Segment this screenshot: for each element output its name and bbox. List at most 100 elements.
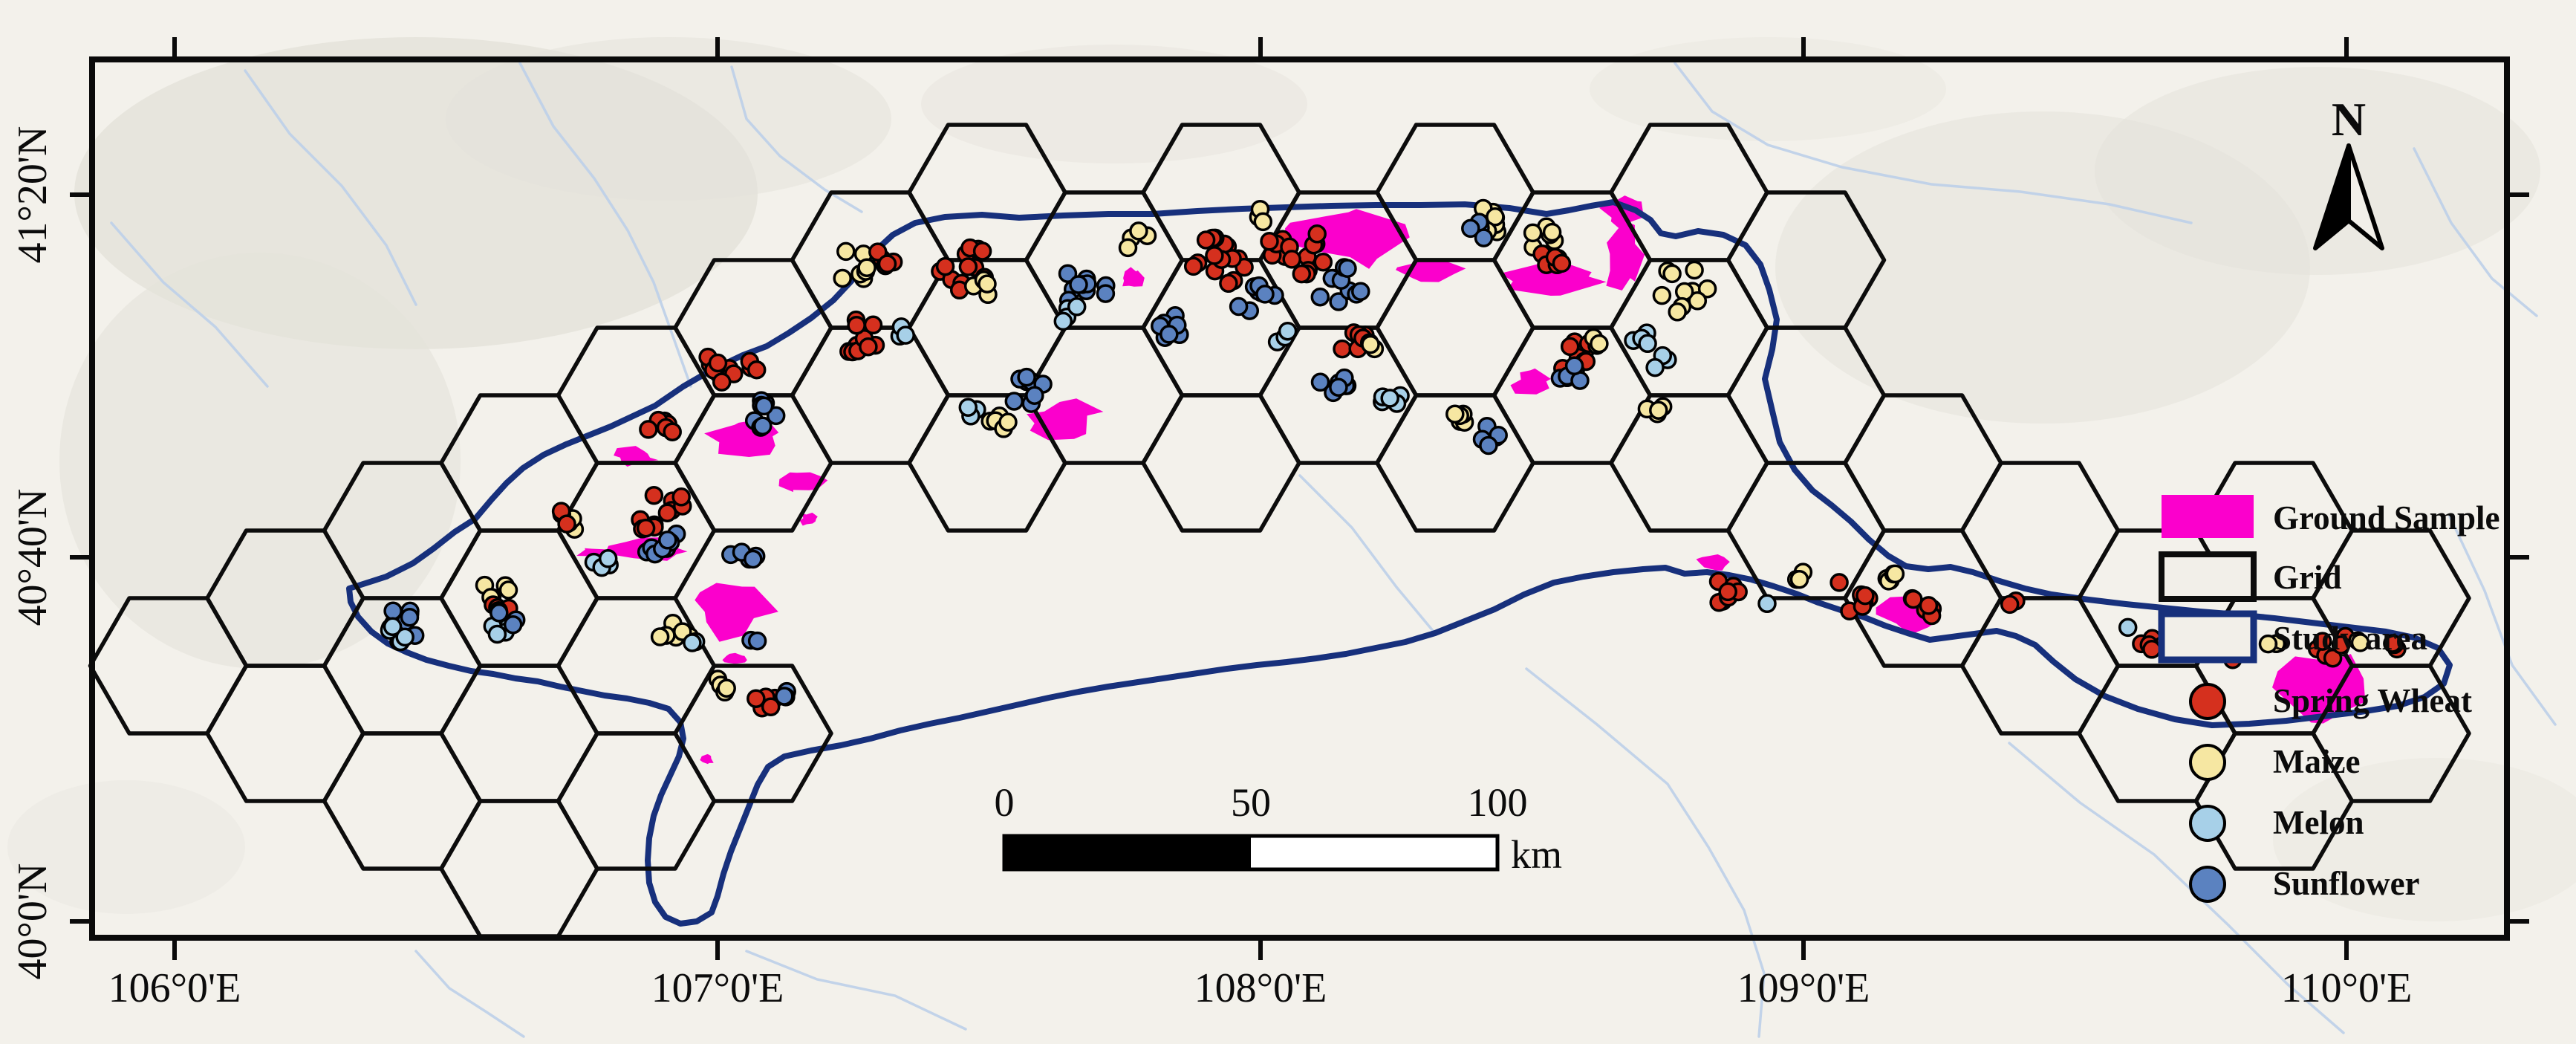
crop-sample-dot-spring-wheat <box>1718 582 1737 602</box>
crop-sample-dot-maize <box>650 627 670 646</box>
legend-melon-dot <box>2189 805 2226 842</box>
legend-grid-swatch <box>2159 551 2257 602</box>
x-axis-label-108: 108°0'E <box>1194 965 1327 1011</box>
crop-sample-dot-sunflower <box>747 631 767 651</box>
crop-sample-dot-sunflower <box>1229 296 1249 317</box>
crop-sample-dot-spring-wheat <box>935 256 955 276</box>
crop-sample-dot-melon <box>1638 334 1657 354</box>
crop-sample-dot-spring-wheat <box>1333 339 1352 359</box>
crop-sample-dot-melon <box>395 627 414 647</box>
crop-sample-dot-maize <box>1674 282 1694 302</box>
ground-sample-patch <box>1696 554 1730 571</box>
river <box>1674 62 2193 224</box>
crop-sample-dot-maize <box>1486 207 1505 227</box>
river <box>414 950 525 1038</box>
river <box>1298 474 1435 633</box>
legend-grid-label: Grid <box>2273 559 2342 596</box>
crop-sample-dot-sunflower <box>1004 392 1024 411</box>
ground-sample-patch <box>1122 267 1145 287</box>
river <box>1525 667 1766 1038</box>
crop-sample-dot-sunflower <box>1069 275 1088 294</box>
hexagon-cell <box>1375 393 1535 533</box>
ground-sample-patch <box>1606 221 1645 291</box>
crop-sample-dot-sunflower <box>1255 285 1275 304</box>
scale-label-50: 50 <box>1231 780 1271 825</box>
crop-sample-dot-maize <box>1697 279 1717 299</box>
crop-sample-dot-spring-wheat <box>708 353 728 373</box>
crop-sample-dot-sunflower <box>1025 386 1044 405</box>
river <box>745 950 967 1031</box>
map-frame <box>89 56 2510 941</box>
crop-sample-dot-maize <box>1129 221 1148 241</box>
crop-sample-dot-maize <box>717 678 736 698</box>
crop-sample-dot-spring-wheat <box>639 420 658 439</box>
crop-sample-dot-melon <box>598 549 618 568</box>
y-axis-label-400: 40°0'N <box>10 863 56 980</box>
ground-sample-patch <box>1500 259 1607 296</box>
scale-label-100: 100 <box>1468 780 1528 825</box>
north-arrow: N <box>2313 93 2384 250</box>
hexagon-cell <box>1141 393 1301 533</box>
crop-sample-dot-spring-wheat <box>1919 596 1939 615</box>
north-label: N <box>2332 93 2366 146</box>
ground-sample-patch <box>2272 654 2366 724</box>
crop-sample-dot-maize <box>1542 222 1562 242</box>
crop-sample-dot-spring-wheat <box>2312 632 2332 651</box>
crop-sample-dot-sunflower <box>1564 356 1584 376</box>
crop-sample-dot-spring-wheat <box>1552 253 1572 273</box>
hexagon-cell <box>907 393 1067 533</box>
crop-sample-dot-maize <box>1361 334 1380 354</box>
crop-sample-dot-sunflower <box>1351 282 1370 301</box>
crop-sample-dot-melon <box>2118 617 2138 638</box>
crop-sample-dot-spring-wheat <box>1307 224 1327 244</box>
crop-sample-dot-spring-wheat <box>747 689 766 708</box>
crop-sample-dot-sunflower <box>489 603 509 623</box>
crop-sample-dot-sunflower <box>1479 435 1498 455</box>
x-axis-label-109: 109°0'E <box>1737 965 1870 1011</box>
crop-sample-dot-maize <box>1885 564 1905 584</box>
crop-sample-dot-spring-wheat <box>671 487 691 507</box>
scale-bar-filled-segment <box>1004 836 1251 869</box>
crop-sample-dot-sunflower <box>400 607 420 627</box>
legend-ground-sample-label: Ground Sample <box>2273 499 2500 536</box>
crop-sample-dot-maize <box>1685 260 1704 280</box>
river <box>110 221 269 388</box>
x-axis-label-110: 110°0'E <box>2281 965 2413 1011</box>
legend-sunflower-label: Sunflower <box>2273 865 2420 902</box>
crop-sample-dot-maize <box>857 258 876 277</box>
crop-sample-dot-maize <box>1253 212 1273 232</box>
river-lines <box>110 62 2557 1038</box>
ground-sample-patch <box>700 753 714 765</box>
crop-sample-dot-melon <box>1645 357 1665 377</box>
crop-sample-dot-spring-wheat <box>1219 273 1238 294</box>
crop-sample-dot-sunflower <box>753 416 773 435</box>
legend-sunflower-dot <box>2189 866 2226 903</box>
crop-sample-dot-spring-wheat <box>1205 246 1224 265</box>
legend-study-area-swatch <box>2158 610 2257 664</box>
crop-sample-dot-spring-wheat <box>2142 640 2162 659</box>
legend-maize-label: Maize <box>2273 743 2360 780</box>
crop-sample-dot-sunflower <box>1058 264 1078 283</box>
crop-sample-dot-maize <box>1523 223 1543 243</box>
crop-sample-dot-sunflower <box>1310 287 1330 307</box>
ground-sample-patch <box>722 652 747 664</box>
crop-sample-dot-spring-wheat <box>1560 337 1580 357</box>
legend-spring-wheat-label: Spring Wheat <box>2273 682 2472 719</box>
crop-sample-dot-spring-wheat <box>663 422 682 441</box>
hexagon-cell <box>2193 731 2355 871</box>
x-axis-label-107: 107°0'E <box>651 965 784 1011</box>
crop-sample-dot-sunflower <box>1310 372 1330 392</box>
crop-sample-dot-maize <box>833 268 852 288</box>
crop-sample-dot-maize <box>2258 634 2278 654</box>
crop-sample-dot-spring-wheat <box>2323 648 2343 668</box>
crop-sample-dot-sunflower <box>1461 218 1480 239</box>
ground-sample-patch <box>1510 368 1551 395</box>
crop-sample-dot-spring-wheat <box>1829 573 1849 592</box>
crop-sample-dot-spring-wheat <box>1196 230 1216 250</box>
crop-sample-dot-spring-wheat <box>2331 635 2351 655</box>
crop-sample-dot-spring-wheat <box>747 360 767 380</box>
north-arrow-left-half-icon <box>2313 143 2351 250</box>
crop-sample-dot-spring-wheat <box>847 315 866 335</box>
crop-sample-dot-sunflower <box>1096 284 1116 303</box>
